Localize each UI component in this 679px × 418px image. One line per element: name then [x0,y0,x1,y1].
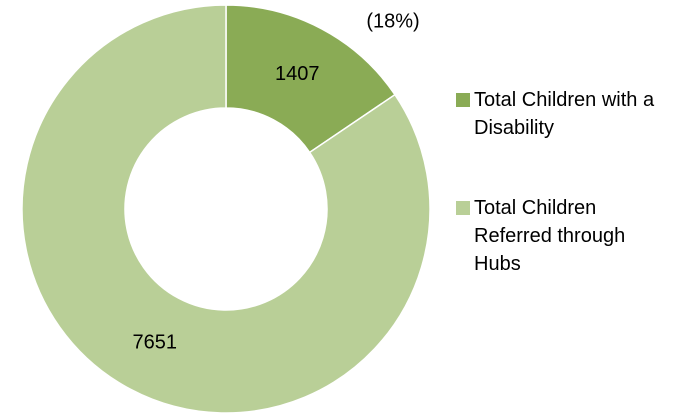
donut-slice [21,4,431,414]
legend-label: Total Children Referred through Hubs [474,197,626,275]
annotation: (18%) [366,10,419,32]
legend-swatch [456,201,470,215]
legend-label: Total Children with a Disability [474,89,655,139]
data-label: 7651 [132,332,177,354]
legend-swatch [456,93,470,107]
legend-item: Total Children with a Disability [456,86,671,142]
donut-slice [225,4,397,154]
data-label: 1407 [275,63,320,85]
legend-item: Total Children Referred through Hubs [456,194,671,278]
